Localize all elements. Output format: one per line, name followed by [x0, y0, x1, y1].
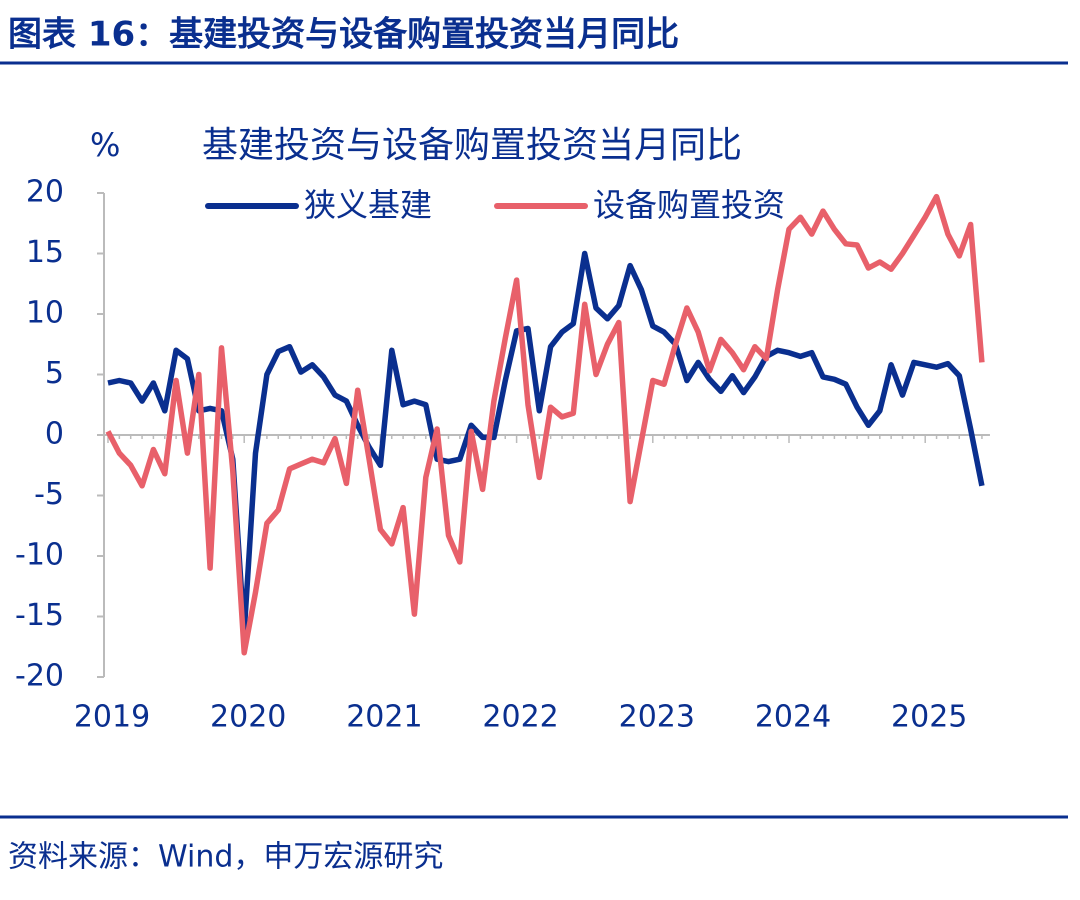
- legend-label: 设备购置投资: [593, 186, 785, 224]
- series-line: [107, 250, 985, 635]
- y-tick-label: 0: [45, 417, 64, 452]
- y-axis-label: %: [90, 126, 120, 164]
- source-note: 资料来源：Wind，申万宏源研究: [8, 840, 443, 875]
- y-tick-label: 20: [26, 175, 64, 210]
- legend-label: 狭义基建: [304, 186, 432, 224]
- series-line: [105, 193, 985, 656]
- y-tick-label: -15: [15, 598, 64, 633]
- chart-title: 基建投资与设备购置投资当月同比: [202, 125, 742, 166]
- y-tick-label: -20: [15, 659, 64, 694]
- y-tick-label: 10: [26, 296, 64, 331]
- x-tick-label: 2024: [755, 700, 831, 735]
- y-tick-label: -10: [15, 538, 64, 573]
- y-tick-label: -5: [34, 477, 64, 512]
- x-tick-label: 2020: [210, 700, 286, 735]
- x-tick-label: 2023: [619, 700, 695, 735]
- page-title: 图表 16：基建投资与设备购置投资当月同比: [8, 15, 679, 55]
- x-tick-label: 2022: [482, 700, 558, 735]
- x-tick-label: 2019: [74, 700, 150, 735]
- y-tick-label: 5: [45, 356, 64, 391]
- x-tick-label: 2025: [891, 700, 967, 735]
- y-tick-label: 15: [26, 235, 64, 270]
- x-tick-label: 2021: [346, 700, 422, 735]
